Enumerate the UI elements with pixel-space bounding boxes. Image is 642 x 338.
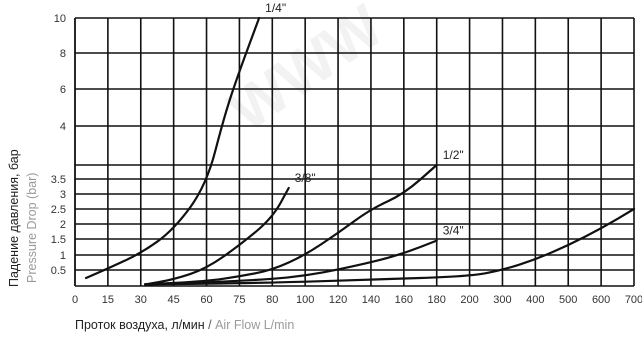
y-tick-label: 8 <box>60 48 66 60</box>
series-label-4: 3/4" <box>443 224 464 238</box>
series-label-3: 1/2" <box>443 148 464 162</box>
grid <box>74 17 635 287</box>
x-tick-label: 100 <box>296 294 314 306</box>
x-axis-label-separator: / <box>204 318 216 332</box>
x-tick-label: 60 <box>200 294 212 306</box>
curves <box>84 16 636 286</box>
x-tick-label: 400 <box>526 294 544 306</box>
y-tick-label: 1 <box>60 250 66 262</box>
x-tick-label: 75 <box>233 294 245 306</box>
x-tick-label: 30 <box>135 294 147 306</box>
x-tick-labels: 0 15 30 45 60 75 80 100 120 140 160 180 200 300 400 500… <box>72 294 642 306</box>
y-tick-label: 6 <box>60 84 66 96</box>
y-tick-label: 2.5 <box>51 204 66 216</box>
y-tick-label: 2 <box>60 219 66 231</box>
x-tick-label: 140 <box>362 294 380 306</box>
x-axis-label-ru: Проток воздуха, л/мин <box>75 318 205 332</box>
y-tick-label: 3 <box>60 189 66 201</box>
watermark: WWW <box>217 0 395 144</box>
y-axis-label-ru: Падение давления, бар <box>7 149 21 287</box>
x-tick-label: 160 <box>395 294 413 306</box>
series-line-2 <box>144 186 290 286</box>
curve-labels: 1/4" 3/8" 1/2" 3/4" <box>265 1 464 238</box>
x-tick-label: 80 <box>266 294 278 306</box>
x-tick-label: 500 <box>559 294 577 306</box>
series-label-1: 1/4" <box>265 1 286 15</box>
x-tick-label: 200 <box>460 294 478 306</box>
series-line-1 <box>84 16 261 280</box>
x-tick-label: 0 <box>72 294 78 306</box>
x-axis-label: Проток воздуха, л/мин / Air Flow L/min <box>75 318 294 332</box>
y-tick-label: 0.5 <box>51 265 66 277</box>
x-tick-label: 15 <box>102 294 114 306</box>
y-tick-label: 4 <box>60 121 66 133</box>
x-tick-label: 600 <box>592 294 610 306</box>
y-tick-labels: 0.5 1 1.5 2 2.5 3 3.5 4 6 8 10 <box>51 13 66 277</box>
x-tick-label: 300 <box>493 294 511 306</box>
x-tick-label: 180 <box>428 294 446 306</box>
x-tick-label: 120 <box>329 294 347 306</box>
y-tick-label: 10 <box>54 13 66 25</box>
x-tick-label: 45 <box>168 294 180 306</box>
series-line-5 <box>144 207 636 286</box>
y-axis-label-en: Pressure Drop (bar) <box>25 173 39 283</box>
series-label-2: 3/8" <box>295 171 316 185</box>
x-axis-label-en: Air Flow L/min <box>215 318 295 332</box>
y-tick-label: 1.5 <box>51 234 66 246</box>
y-tick-label: 3.5 <box>51 174 66 186</box>
x-tick-label: 700 <box>625 294 642 306</box>
